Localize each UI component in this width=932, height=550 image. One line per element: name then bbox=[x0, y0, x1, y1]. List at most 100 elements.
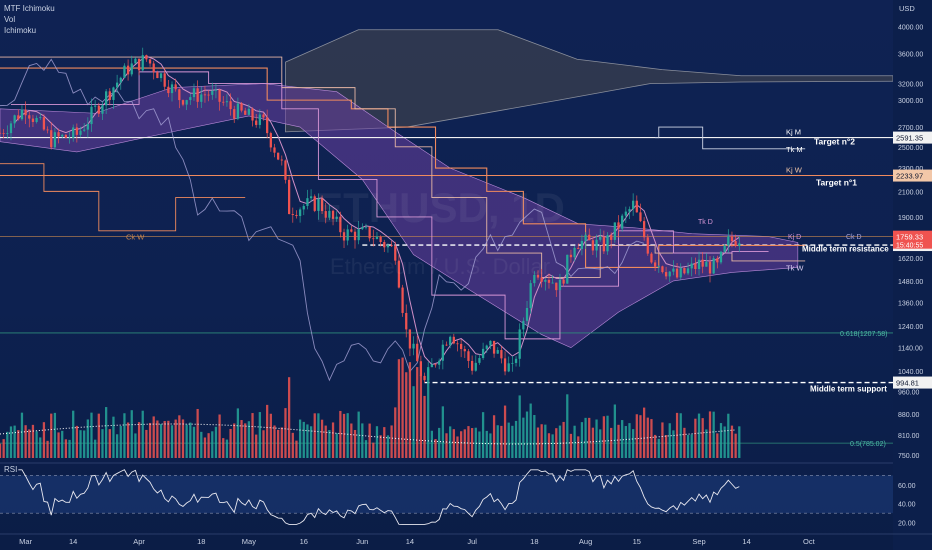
candle-body bbox=[584, 234, 587, 241]
volume-bar bbox=[584, 417, 587, 458]
annotation-tk-m: Tk M bbox=[786, 145, 803, 154]
candle-body bbox=[445, 344, 448, 346]
candle-body bbox=[408, 329, 412, 349]
candle-body bbox=[679, 268, 682, 278]
x-tick-label: 14 bbox=[742, 537, 750, 546]
y-tick-label: 1900.00 bbox=[898, 215, 923, 222]
candle-body bbox=[452, 336, 455, 344]
volume-bar bbox=[302, 421, 305, 458]
candle-body bbox=[225, 101, 229, 103]
candle-body bbox=[298, 209, 302, 216]
volume-bar bbox=[123, 413, 126, 458]
volume-bar bbox=[470, 428, 474, 458]
tag-support: 994.81 bbox=[896, 379, 919, 388]
volume-bar bbox=[313, 413, 316, 458]
candle-body bbox=[394, 246, 397, 261]
annotation-kj-m: Kj M bbox=[786, 128, 801, 137]
candle-body bbox=[460, 343, 463, 350]
volume-bar bbox=[108, 429, 111, 458]
candle-body bbox=[449, 336, 452, 346]
candle-body bbox=[9, 123, 13, 134]
candle-body bbox=[181, 100, 185, 105]
candle-body bbox=[178, 89, 181, 101]
volume-bar bbox=[295, 440, 298, 458]
volume-bar bbox=[562, 421, 565, 458]
volume-bar bbox=[438, 427, 441, 458]
rsi-line bbox=[18, 469, 740, 525]
volume-bar bbox=[712, 411, 715, 458]
volume-bar bbox=[621, 420, 624, 458]
candle-body bbox=[734, 241, 737, 246]
volume-bar bbox=[460, 431, 463, 458]
annotation-tk-d: Tk D bbox=[698, 219, 713, 226]
candle-body bbox=[320, 198, 324, 212]
y-tick-label: 3000.00 bbox=[898, 98, 923, 105]
candle-body bbox=[90, 106, 93, 125]
candle-body bbox=[544, 280, 547, 282]
candle-body bbox=[727, 236, 730, 246]
volume-bar bbox=[690, 434, 693, 458]
legend-volume[interactable]: Vol bbox=[4, 15, 16, 24]
volume-bar bbox=[525, 411, 529, 458]
annotation-ck-w: Ck W bbox=[126, 233, 145, 242]
candle-body bbox=[287, 179, 291, 215]
annotation-ck-d: Ck D bbox=[846, 234, 862, 241]
volume-bar bbox=[514, 420, 518, 458]
candle-body bbox=[112, 87, 115, 100]
volume-bar bbox=[42, 422, 46, 458]
candle-body bbox=[313, 196, 316, 211]
candle-body bbox=[507, 363, 510, 372]
volume-bar bbox=[558, 425, 562, 458]
volume-bar bbox=[229, 428, 232, 458]
candle-body bbox=[368, 226, 371, 239]
volume-bar bbox=[708, 411, 712, 458]
candle-body bbox=[419, 361, 423, 376]
candle-body bbox=[489, 340, 492, 346]
volume-bar bbox=[130, 410, 133, 458]
candle-body bbox=[617, 222, 620, 229]
volume-bar bbox=[595, 419, 598, 458]
volume-bar bbox=[331, 422, 335, 458]
candle-body bbox=[240, 103, 243, 111]
y-tick-label: 1240.00 bbox=[898, 324, 923, 331]
volume-bar bbox=[46, 440, 49, 458]
volume-bar bbox=[2, 439, 5, 458]
candle-body bbox=[0, 132, 2, 134]
volume-bar bbox=[679, 413, 682, 458]
candle-body bbox=[485, 345, 488, 349]
volume-bar bbox=[20, 412, 24, 458]
weekly-cloud bbox=[285, 29, 894, 133]
volume-bar bbox=[529, 403, 532, 458]
candle-body bbox=[170, 84, 174, 94]
y-tick-label: 2500.00 bbox=[898, 145, 923, 152]
candle-body bbox=[211, 90, 214, 95]
candle-body bbox=[372, 238, 375, 240]
volume-bar bbox=[372, 442, 375, 458]
x-tick-label: May bbox=[242, 537, 256, 546]
candle-body bbox=[50, 130, 53, 148]
watermark-name: Ethereum / U.S. Dollar bbox=[330, 254, 550, 279]
volume-bar bbox=[72, 410, 75, 458]
tenkan-weekly-step bbox=[10, 71, 769, 340]
tag-support-bg bbox=[893, 376, 932, 389]
legend-ichimoku[interactable]: Ichimoku bbox=[4, 26, 37, 35]
legend-mtf-ichimoku[interactable]: MTF Ichimoku bbox=[4, 4, 55, 13]
volume-bar bbox=[291, 432, 294, 458]
rsi-tick-label: 40.00 bbox=[898, 502, 916, 509]
candle-body bbox=[474, 362, 477, 371]
volume-bar bbox=[50, 413, 53, 458]
volume-bar bbox=[346, 413, 349, 458]
volume-bar bbox=[262, 430, 265, 458]
candle-body bbox=[39, 117, 42, 118]
volume-bar bbox=[727, 413, 730, 458]
candle-body bbox=[200, 94, 203, 102]
volume-bar bbox=[701, 418, 704, 458]
candle-body bbox=[588, 234, 591, 241]
candle-body bbox=[730, 236, 734, 242]
candle-body bbox=[284, 160, 287, 180]
candle-body bbox=[375, 236, 379, 239]
candle-body bbox=[657, 266, 660, 268]
watermark-symbol: ETHUSD, 1D bbox=[315, 184, 565, 231]
